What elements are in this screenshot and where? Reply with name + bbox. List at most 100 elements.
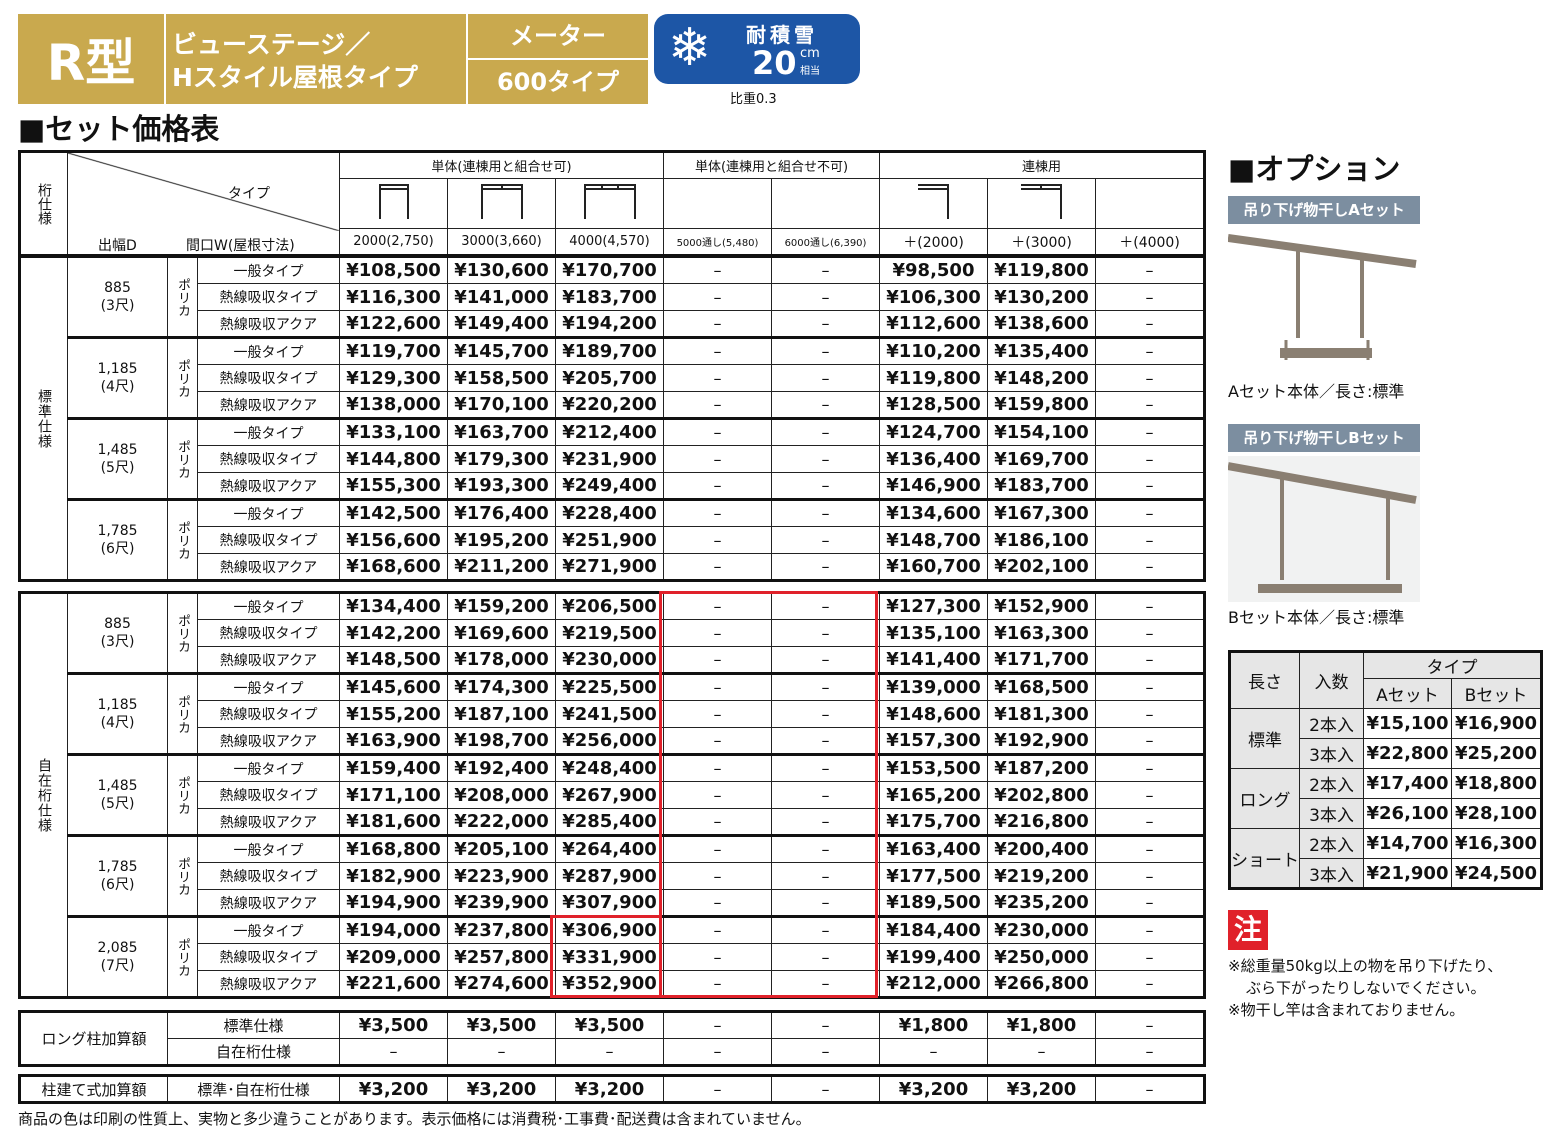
price-cell: ¥3,500: [447, 1011, 556, 1039]
price-cell: ¥141,000: [447, 283, 556, 311]
price-cell: ¥145,700: [447, 336, 556, 365]
depth-sub: (3尺): [100, 298, 135, 314]
option-b-caption: Bセット本体／長さ:標準: [1228, 608, 1405, 627]
price-cell: ¥209,000: [339, 943, 448, 971]
price-cell: ¥168,800: [339, 834, 448, 863]
product-line-2: Hスタイル屋根タイプ: [172, 63, 418, 92]
dash-cell: –: [1095, 619, 1205, 647]
long-pillar-table: ロング柱加算額 標準仕様 ¥3,500 ¥3,500 ¥3,500 – – ¥1…: [18, 1010, 1206, 1067]
price-cell: ¥230,000: [987, 915, 1096, 944]
depth-value: 2,085: [97, 940, 138, 956]
price-cell: ¥138,000: [339, 391, 448, 419]
price-cell: ¥228,400: [555, 498, 664, 527]
dash-cell: –: [1095, 283, 1205, 311]
price-cell: ¥159,800: [987, 391, 1096, 419]
price-cell: ¥154,100: [987, 417, 1096, 446]
price-cell: ¥159,400: [339, 753, 448, 782]
snow-badge: ❄ 耐積雪 20 cm 相当: [654, 14, 860, 84]
price-cell: ¥184,400: [879, 915, 988, 944]
dash-cell: –: [663, 336, 772, 365]
pillar-stand-spec: 標準･自在桁仕様: [167, 1075, 340, 1103]
price-cell: ¥219,200: [987, 862, 1096, 890]
dash-cell: –: [771, 336, 880, 365]
roof-type: 一般タイプ: [197, 915, 340, 944]
price-cell: ¥158,500: [447, 364, 556, 392]
roof-type: 熱線吸収タイプ: [197, 283, 340, 311]
price-cell: ¥171,700: [987, 646, 1096, 674]
price-cell: ¥110,200: [879, 336, 988, 365]
dash-cell: –: [1095, 472, 1205, 500]
dash-cell: –: [1095, 391, 1205, 419]
width-plus-2000: ＋(2000): [879, 228, 989, 256]
price-cell: ¥160,700: [879, 553, 988, 581]
price-cell: ¥98,500: [879, 256, 988, 284]
price-cell: ¥170,100: [447, 391, 556, 419]
price-cell: ¥170,700: [555, 256, 664, 284]
type-badge: R型: [18, 14, 164, 104]
roof-type: 熱線吸収タイプ: [197, 862, 340, 890]
material-label: ポリカ: [167, 498, 198, 581]
roof-type: 熱線吸収アクア: [197, 889, 340, 917]
price-cell: ¥106,300: [879, 283, 988, 311]
depth-sub: (3尺): [100, 634, 135, 650]
roof-type: 熱線吸収アクア: [197, 391, 340, 419]
snow-label: 耐積雪: [746, 23, 818, 47]
price-cell: ¥202,100: [987, 553, 1096, 581]
price-cell: ¥171,100: [339, 781, 448, 809]
depth-cell: 1,785 (6尺): [67, 834, 168, 917]
depth-sub: (6尺): [100, 541, 135, 557]
price-cell: ¥141,400: [879, 646, 988, 674]
depth-cell: 1,485 (5尺): [67, 417, 168, 500]
dash-cell: –: [663, 526, 772, 554]
price-cell: ¥198,700: [447, 727, 556, 755]
dash-cell: –: [771, 498, 880, 527]
dash-cell: –: [1095, 727, 1205, 755]
long-row-label: 自在桁仕様: [167, 1038, 340, 1066]
price-cell: ¥178,000: [447, 646, 556, 674]
price-cell: ¥116,300: [339, 283, 448, 311]
depth-value: 1,485: [97, 442, 138, 458]
meter-type: 600タイプ: [468, 60, 648, 104]
price-cell: ¥193,300: [447, 472, 556, 500]
note-line-1: ※総重量50kg以上の物を吊り下げたり、: [1228, 957, 1503, 975]
dash-cell: –: [771, 417, 880, 446]
price-cell: ¥146,900: [879, 472, 988, 500]
price-cell: ¥108,500: [339, 256, 448, 284]
opt-count: 3本入: [1299, 858, 1364, 889]
opt-h-count: 入数: [1299, 651, 1364, 709]
price-cell: ¥169,600: [447, 619, 556, 647]
price-cell: ¥307,900: [555, 889, 664, 917]
price-cell: ¥205,700: [555, 364, 664, 392]
snow-value: 20: [752, 44, 797, 82]
dash-cell: –: [1095, 1038, 1205, 1066]
price-cell: ¥223,900: [447, 862, 556, 890]
dash-cell: –: [663, 553, 772, 581]
price-cell: ¥134,400: [339, 592, 448, 620]
dash-cell: –: [1095, 834, 1205, 863]
opt-h-b: Bセット: [1451, 678, 1542, 709]
dash-cell: –: [879, 1038, 988, 1066]
price-cell: ¥1,800: [987, 1011, 1096, 1039]
dash-cell: –: [663, 672, 772, 701]
frame-icon: [554, 177, 665, 230]
roof-type: 熱線吸収タイプ: [197, 364, 340, 392]
price-cell: ¥274,600: [447, 970, 556, 998]
dash-cell: –: [1095, 445, 1205, 473]
dash-cell: –: [1095, 417, 1205, 446]
price-cell: ¥3,200: [339, 1075, 448, 1103]
dash-cell: –: [771, 915, 880, 944]
price-cell: ¥135,100: [879, 619, 988, 647]
material-label: ポリカ: [167, 336, 198, 419]
group-single-combinable: 単体(連棟用と組合せ可): [338, 151, 665, 179]
dash-cell: –: [1095, 256, 1205, 284]
dash-cell: –: [771, 364, 880, 392]
corner-depth: 出幅D: [98, 238, 137, 254]
price-cell: ¥251,900: [555, 526, 664, 554]
price-cell: ¥165,200: [879, 781, 988, 809]
corner-width: 間口W(屋根寸法): [186, 238, 295, 254]
price-cell: ¥157,300: [879, 727, 988, 755]
price-cell: ¥352,900: [555, 970, 664, 998]
price-cell: ¥176,400: [447, 498, 556, 527]
roof-type: 一般タイプ: [197, 498, 340, 527]
dash-cell: –: [1095, 889, 1205, 917]
